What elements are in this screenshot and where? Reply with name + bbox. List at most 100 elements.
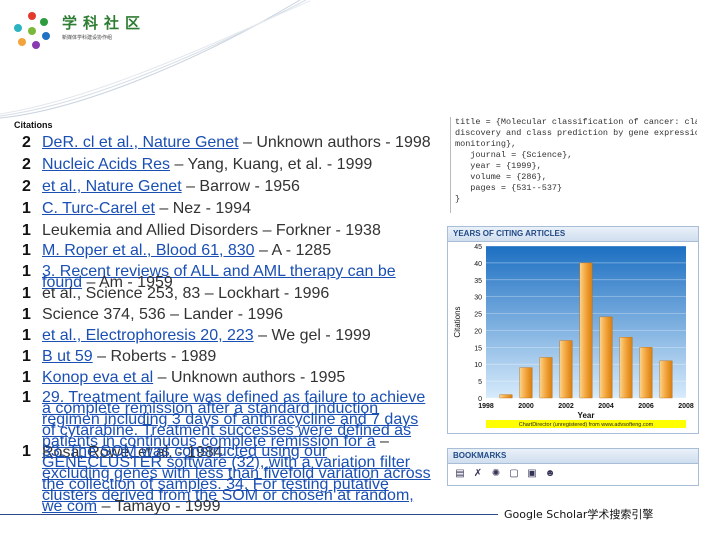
- citations-heading: Citations: [14, 120, 53, 130]
- citation-meta: – Barrow - 1956: [181, 178, 300, 195]
- bar: [599, 316, 613, 399]
- citation-text: DeR. cl et al., Nature Genet – Unknown a…: [42, 134, 432, 151]
- citations-bar-chart: 0 5 10 15 20 25 30 35 40 45 1998 2000 2002 2004 2006 20…: [453, 244, 694, 428]
- bookmarks-panel: BOOKMARKS ▤ ✗ ✺ ▢ ▣ ☻: [447, 448, 699, 486]
- citeulike-icon[interactable]: ▣: [527, 468, 537, 479]
- logo-title: 学科社区: [62, 14, 147, 32]
- digg-icon[interactable]: ▢: [509, 468, 519, 479]
- citation-count: 1: [22, 327, 31, 344]
- citation-link[interactable]: M. Roper et al., Blood 61, 830: [42, 242, 255, 259]
- bar: [499, 394, 513, 399]
- citation-meta: – Roberts - 1989: [92, 348, 217, 365]
- x-tick-label: 2002: [558, 403, 574, 410]
- citation-text: Konop eva et al – Unknown authors - 1995: [42, 369, 432, 386]
- citation-meta: – Am - 1959: [82, 274, 173, 291]
- citation-count: 1: [22, 348, 31, 365]
- bar: [579, 262, 593, 399]
- citation-row: 2 et al., Nature Genet – Barrow - 1956: [22, 178, 432, 195]
- bookmarks-header: BOOKMARKS: [448, 449, 698, 464]
- citation-meta: – Nez - 1994: [154, 200, 251, 217]
- citation-meta: – Tamayo - 1999: [97, 498, 221, 515]
- x-tick-label: 2008: [678, 403, 694, 410]
- citation-link[interactable]: Konop eva et al: [42, 369, 154, 386]
- footer-caption: Google Scholar学术搜索引擎: [504, 508, 654, 521]
- citation-text: Leukemia and Allied Disorders – Forkner …: [42, 222, 432, 239]
- y-tick-label: 25: [474, 312, 482, 319]
- citation-meta: – Unknown authors - 1998: [238, 134, 431, 151]
- bar: [619, 336, 633, 399]
- bar: [639, 347, 653, 399]
- citations-panel: Citations: [14, 120, 434, 136]
- site-logo: 学科社区 新媒体学科建设协作组: [10, 8, 210, 54]
- citation-row: 1 Konop eva et al – Unknown authors - 199…: [22, 369, 432, 386]
- citation-row: 1 Science 374, 536 – Lander - 1996: [22, 306, 432, 323]
- delicious-icon[interactable]: ✺: [491, 468, 501, 479]
- citation-text: Science 374, 536 – Lander - 1996: [42, 306, 432, 323]
- y-tick-label: 35: [474, 278, 482, 285]
- years-citing-chart-panel: YEARS OF CITING ARTICLES 0 5 10 15 20 25 30 35 4…: [447, 226, 699, 434]
- citation-meta: – A - 1285: [254, 242, 332, 259]
- citation-text: 29. Treatment failure was defined as fai…: [42, 389, 432, 461]
- citation-link[interactable]: B ut 59: [42, 348, 93, 365]
- citation-count: 1: [22, 263, 31, 280]
- bar: [559, 340, 573, 399]
- bar: [519, 367, 533, 399]
- citation-meta: – Unknown authors - 1995: [153, 369, 346, 386]
- citation-meta: – We gel - 1999: [253, 327, 371, 344]
- reddit-icon[interactable]: ☻: [544, 468, 556, 479]
- citation-link[interactable]: 29. Treatment failure was defined as fai…: [42, 389, 426, 450]
- citation-count: 1: [22, 369, 31, 386]
- citation-row: 1 C. Turc-Carel et – Nez - 1994: [22, 200, 432, 217]
- citation-text: Nucleic Acids Res – Yang, Kuang, et al. …: [42, 156, 432, 173]
- y-tick-label: 30: [474, 295, 482, 302]
- citation-count: 1: [22, 443, 31, 460]
- connotea-icon[interactable]: ✗: [473, 468, 483, 479]
- citation-text: et al., Science 253, 83 – Lockhart - 199…: [42, 285, 432, 302]
- y-tick-label: 10: [474, 362, 482, 369]
- citation-count: 1: [22, 389, 31, 406]
- citation-text: B ut 59 – Roberts - 1989: [42, 348, 432, 365]
- y-tick-label: 45: [474, 244, 482, 251]
- y-tick-label: 20: [474, 328, 482, 335]
- x-tick-label: 2000: [518, 403, 534, 410]
- citation-count: 2: [22, 134, 31, 151]
- y-tick-label: 15: [474, 345, 482, 352]
- citation-meta: – Rosa, Rowe, et al. - 1984: [42, 433, 389, 461]
- citation-link[interactable]: Nucleic Acids Res: [42, 156, 171, 173]
- citation-count: 1: [22, 242, 31, 259]
- bar: [659, 360, 673, 399]
- bar: [539, 357, 553, 399]
- citation-row: 2 Nucleic Acids Res – Yang, Kuang, et al.…: [22, 156, 432, 173]
- citation-link[interactable]: 33. The SOM was constructed using our GE…: [42, 443, 431, 515]
- y-tick-label: 5: [478, 379, 482, 386]
- x-tick-label: 2006: [638, 403, 654, 410]
- citation-row: 1 3. Recent reviews of ALL and AML therap…: [22, 263, 432, 291]
- citation-link[interactable]: 3. Recent reviews of ALL and AML therapy…: [42, 263, 396, 291]
- x-axis-label: Year: [578, 411, 595, 420]
- chart-panel-header: YEARS OF CITING ARTICLES: [448, 227, 698, 242]
- header-banner-curves: [0, 0, 310, 119]
- bibtex-entry: title = {Molecular classification of can…: [450, 117, 697, 213]
- citation-link[interactable]: C. Turc-Carel et: [42, 200, 155, 217]
- citation-link[interactable]: et al., Electrophoresis 20, 223: [42, 327, 254, 344]
- chart-watermark: ChartDirector (unregistered) from www.ad…: [519, 422, 654, 428]
- citation-count: 1: [22, 285, 31, 302]
- citation-text: M. Roper et al., Blood 61, 830 – A - 128…: [42, 242, 432, 259]
- citation-link[interactable]: DeR. cl et al., Nature Genet: [42, 134, 239, 151]
- citation-link[interactable]: et al., Nature Genet: [42, 178, 182, 195]
- citation-text: et al., Electrophoresis 20, 223 – We gel…: [42, 327, 432, 344]
- citation-row: 1 29. Treatment failure was defined as fa…: [22, 389, 432, 461]
- y-tick-label: 40: [474, 261, 482, 268]
- citation-meta: et al., Science 253, 83 – Lockhart - 199…: [42, 285, 330, 302]
- citation-meta: Science 374, 536 – Lander - 1996: [42, 306, 284, 323]
- bookmark-list-icon[interactable]: ▤: [455, 468, 465, 479]
- citation-meta: – Yang, Kuang, et al. - 1999: [170, 156, 373, 173]
- citation-count: 1: [22, 200, 31, 217]
- citation-count: 1: [22, 222, 31, 239]
- x-tick-label: 2004: [598, 403, 614, 410]
- logo-subtitle: 新媒体学科建设协作组: [62, 35, 113, 41]
- y-tick-label: 0: [478, 396, 482, 403]
- citation-row: 1 Leukemia and Allied Disorders – Forkner…: [22, 222, 432, 239]
- citation-row: 1 et al., Electrophoresis 20, 223 – We ge…: [22, 327, 432, 344]
- citation-meta: Leukemia and Allied Disorders – Forkner …: [42, 222, 381, 239]
